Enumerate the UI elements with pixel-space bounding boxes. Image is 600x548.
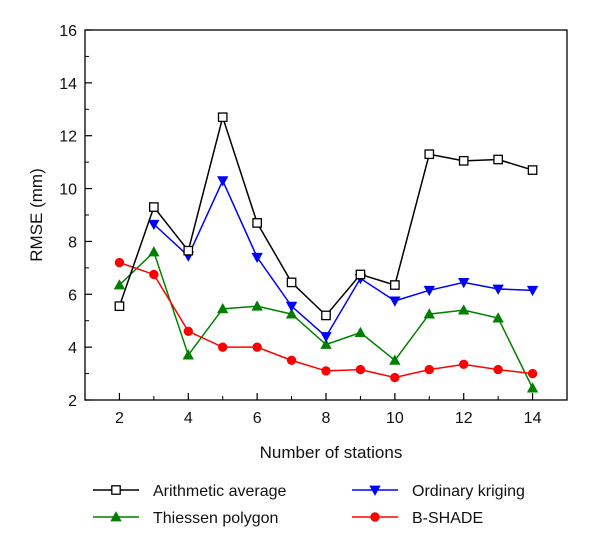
ordinary-kriging-point bbox=[285, 301, 298, 313]
legend: Arithmetic average Ordinary kriging Thiess… bbox=[93, 483, 525, 527]
arithmetic-average-point bbox=[286, 277, 297, 288]
thiessen-polygon-point bbox=[389, 354, 401, 365]
b-shade-point bbox=[114, 257, 125, 268]
ordinary-kriging-line bbox=[153, 178, 533, 338]
thiessen-polygon-point bbox=[354, 326, 367, 338]
arithmetic-average-point bbox=[252, 218, 262, 228]
ordinary-kriging-point bbox=[423, 285, 435, 297]
series-thiessen-polygon bbox=[113, 246, 539, 393]
ordinary-kriging-point bbox=[148, 219, 160, 231]
arithmetic-average-line bbox=[118, 114, 533, 317]
b-shade-point bbox=[390, 372, 400, 383]
legend-marker bbox=[369, 485, 381, 496]
series-layer bbox=[113, 112, 539, 393]
x-tick-label: 14 bbox=[524, 410, 542, 427]
thiessen-polygon-point bbox=[526, 382, 539, 393]
thiessen-polygon-point bbox=[217, 302, 229, 314]
legend-marker bbox=[111, 485, 121, 495]
arithmetic-average-point bbox=[183, 245, 194, 256]
arithmetic-average-point bbox=[217, 112, 228, 123]
arithmetic-average-point bbox=[458, 155, 469, 166]
b-shade-point bbox=[493, 364, 503, 375]
arithmetic-average-point bbox=[390, 280, 400, 290]
y-tick-label: 12 bbox=[59, 129, 77, 146]
thiessen-polygon-point bbox=[251, 300, 263, 311]
b-shade-point bbox=[286, 355, 297, 366]
ordinary-kriging-point bbox=[251, 252, 263, 264]
arithmetic-average-point bbox=[114, 301, 125, 312]
y-tick-label: 4 bbox=[68, 340, 77, 357]
ordinary-kriging-point bbox=[217, 176, 229, 187]
series-b-shade bbox=[114, 257, 538, 383]
thiessen-polygon-point bbox=[320, 338, 332, 349]
legend-label: B-SHADE bbox=[412, 510, 483, 527]
ordinary-kriging-point bbox=[492, 284, 504, 295]
thiessen-polygon-point bbox=[148, 246, 160, 257]
arithmetic-average-point bbox=[149, 202, 159, 212]
b-shade-point bbox=[355, 364, 366, 375]
series-ordinary-kriging bbox=[148, 176, 539, 343]
legend-marker bbox=[110, 511, 122, 522]
legend-label: Arithmetic average bbox=[153, 483, 286, 500]
legend-item-arithmetic-average: Arithmetic average bbox=[93, 483, 286, 500]
legend-item-thiessen-polygon: Thiessen polygon bbox=[93, 510, 278, 527]
ordinary-kriging-point bbox=[526, 285, 539, 297]
ordinary-kriging-point bbox=[458, 277, 470, 289]
arithmetic-average-point bbox=[424, 149, 435, 160]
legend-marker bbox=[370, 512, 380, 522]
thiessen-polygon-point bbox=[113, 279, 126, 290]
y-tick-label: 6 bbox=[68, 287, 77, 304]
y-tick-label: 10 bbox=[59, 182, 77, 199]
legend-item-ordinary-kriging: Ordinary kriging bbox=[352, 483, 525, 500]
legend-label: Ordinary kriging bbox=[412, 483, 525, 500]
axes: 2 4 6 8 10 12 14 2 4 6 8 10 12 14 16 bbox=[59, 23, 568, 427]
y-tick-label: 2 bbox=[68, 393, 77, 410]
ordinary-kriging-point bbox=[320, 332, 332, 343]
arithmetic-average-point bbox=[355, 269, 366, 280]
x-tick-label: 6 bbox=[253, 410, 262, 427]
b-shade-point bbox=[424, 364, 434, 375]
b-shade-point bbox=[218, 342, 228, 352]
x-tick-label: 8 bbox=[322, 410, 331, 427]
b-shade-point bbox=[149, 269, 159, 280]
x-tick-label: 4 bbox=[184, 410, 193, 427]
b-shade-point bbox=[527, 368, 538, 379]
y-tick-label: 16 bbox=[59, 23, 77, 40]
y-axis-title: RMSE (mm) bbox=[27, 168, 46, 261]
thiessen-polygon-point bbox=[182, 349, 194, 360]
y-tick-label: 14 bbox=[59, 76, 77, 93]
ordinary-kriging-point bbox=[389, 296, 401, 307]
thiessen-polygon-point bbox=[423, 308, 435, 319]
thiessen-polygon-point bbox=[492, 312, 504, 323]
series-arithmetic-average bbox=[114, 112, 538, 321]
thiessen-polygon-point bbox=[458, 304, 470, 315]
b-shade-point bbox=[459, 359, 469, 370]
arithmetic-average-point bbox=[527, 165, 538, 175]
x-axis-title: Number of stations bbox=[260, 443, 403, 462]
arithmetic-average-point bbox=[321, 310, 331, 321]
x-tick-label: 2 bbox=[115, 410, 124, 427]
thiessen-polygon-point bbox=[285, 308, 298, 319]
y-tick-label: 8 bbox=[68, 234, 77, 251]
legend-label: Thiessen polygon bbox=[153, 510, 278, 527]
x-tick-label: 12 bbox=[455, 410, 473, 427]
b-shade-point bbox=[321, 366, 331, 376]
arithmetic-average-point bbox=[493, 154, 503, 165]
x-tick-label: 10 bbox=[386, 410, 404, 427]
b-shade-point bbox=[183, 326, 193, 336]
b-shade-point bbox=[252, 342, 262, 352]
legend-item-b-shade: B-SHADE bbox=[352, 510, 483, 527]
